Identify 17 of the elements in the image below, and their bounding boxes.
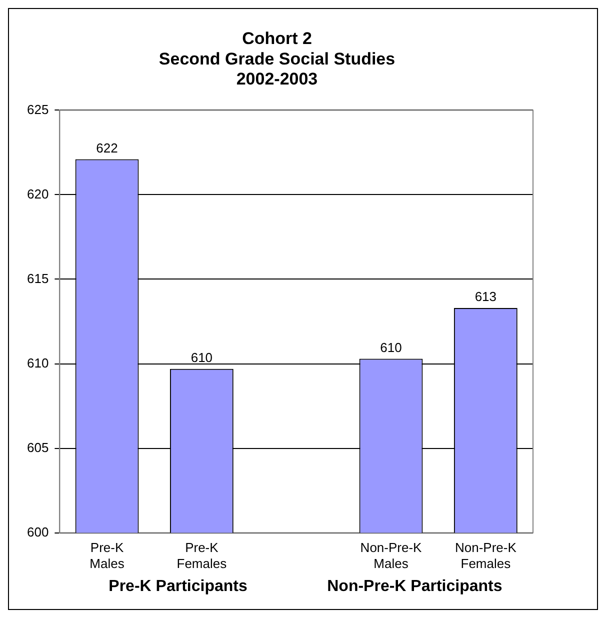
y-tick-label: 615 [26,270,49,286]
data-label: 610 [380,340,402,355]
y-tick-label: 610 [26,355,49,370]
data-label: 613 [474,289,497,304]
text: Non-Pre-K Participants [327,578,502,595]
chart-title: Cohort 2 Second Grade Social Studies 2002-2003 [158,28,396,89]
x-tick-label: Pre-K Males [90,540,125,571]
data-label: 622 [96,140,118,156]
x-tick-label: Non-Pre-K Males [360,540,422,571]
data-label: 610 [190,350,213,365]
y-tick-label: 605 [26,440,49,455]
y-tick-label: 625 [26,102,49,117]
x-tick-label: Pre-K Females [176,540,228,571]
text: Pre-K Participants [108,578,248,595]
x-tick-label: Non-Pre-K Females [454,540,517,571]
y-tick-label: 600 [26,524,49,540]
y-tick-label: 620 [26,186,49,202]
